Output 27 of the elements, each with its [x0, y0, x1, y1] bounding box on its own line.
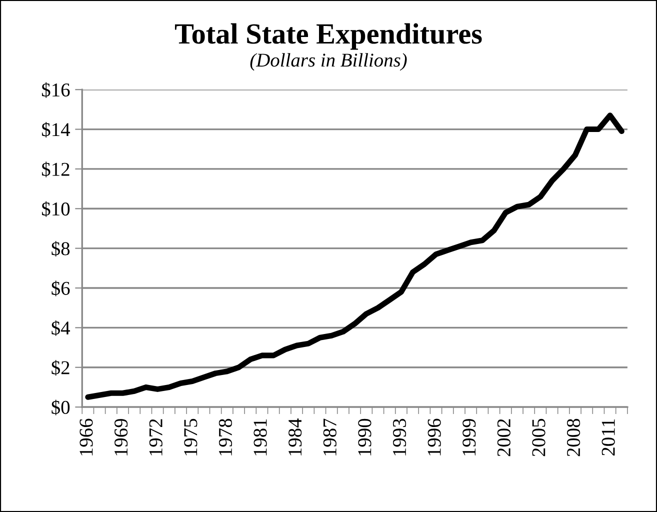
- y-tick-label: $2: [52, 360, 70, 376]
- chart-title: Total State Expenditures: [174, 23, 482, 50]
- x-tick-label: 1996: [428, 418, 441, 456]
- y-tick-label: $12: [42, 162, 70, 178]
- y-tick-label: $10: [42, 201, 70, 217]
- x-tick-label: 1990: [358, 418, 372, 456]
- y-tick-label: $4: [52, 320, 70, 336]
- y-tick-label: $8: [52, 240, 70, 257]
- y-tick-label: $14: [42, 122, 70, 138]
- chart-subtitle: (Dollars in Billions): [250, 53, 407, 71]
- x-tick-label: 1981: [254, 419, 267, 456]
- x-tick-label: 1975: [184, 418, 198, 456]
- y-tick-label: $0: [52, 400, 70, 416]
- y-tick-label: $16: [42, 82, 70, 98]
- x-tick-label: 1987: [323, 418, 336, 456]
- x-tick-label: 1999: [462, 418, 476, 456]
- y-tick-label: $6: [52, 280, 70, 296]
- x-tick-label: 1984: [288, 418, 302, 456]
- x-tick-label: 1993: [392, 418, 406, 456]
- x-tick-label: 1969: [114, 418, 128, 456]
- x-tick-label: 2011: [602, 419, 615, 456]
- x-tick-label: 2005: [532, 418, 546, 456]
- x-tick-label: 1978: [218, 418, 232, 456]
- x-tick-label: 2002: [497, 419, 510, 456]
- x-tick-label: 1972: [149, 419, 162, 456]
- x-tick-label: 2008: [566, 418, 580, 456]
- x-tick-label: 1966: [80, 418, 93, 456]
